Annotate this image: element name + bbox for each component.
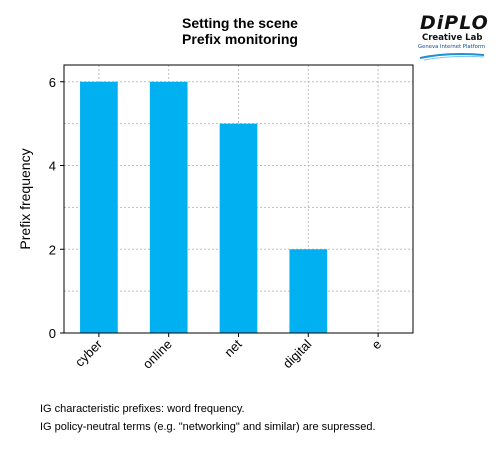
x-tick-label: cyber [72, 336, 106, 370]
x-tick-label: online [140, 337, 175, 372]
y-tick-label: 2 [49, 242, 56, 257]
y-tick-label: 0 [49, 326, 56, 341]
x-tick-label: net [221, 336, 245, 360]
bar-cyber [80, 81, 118, 333]
chart-subtitle: Prefix monitoring [182, 31, 298, 47]
chart-title: Setting the scene [182, 15, 298, 31]
bar-net [219, 123, 258, 333]
logo-gip: Geneva Internet Platform [418, 44, 486, 50]
y-axis-label: Prefix frequency [17, 148, 33, 249]
logo-wordmark: DiPLO [420, 12, 489, 34]
y-axis: 0 2 4 6 [49, 75, 64, 341]
bar-online [149, 81, 188, 333]
logo-creative-lab: Creative Lab [422, 33, 483, 43]
bars [80, 81, 328, 333]
diplo-logo: DiPLO Creative Lab Geneva Internet Platf… [418, 12, 489, 62]
bar-digital [289, 249, 328, 333]
footnote-1: IG characteristic prefixes: word frequen… [40, 403, 245, 415]
logo-swoosh-icon [419, 53, 485, 61]
footnote-2: IG policy-neutral terms (e.g. "networkin… [40, 421, 376, 433]
y-tick-label: 4 [49, 159, 56, 174]
y-tick-label: 6 [49, 75, 56, 90]
x-axis: cyber online net digital e [72, 333, 384, 372]
x-tick-label: e [368, 337, 384, 353]
x-tick-label: digital [280, 336, 315, 371]
